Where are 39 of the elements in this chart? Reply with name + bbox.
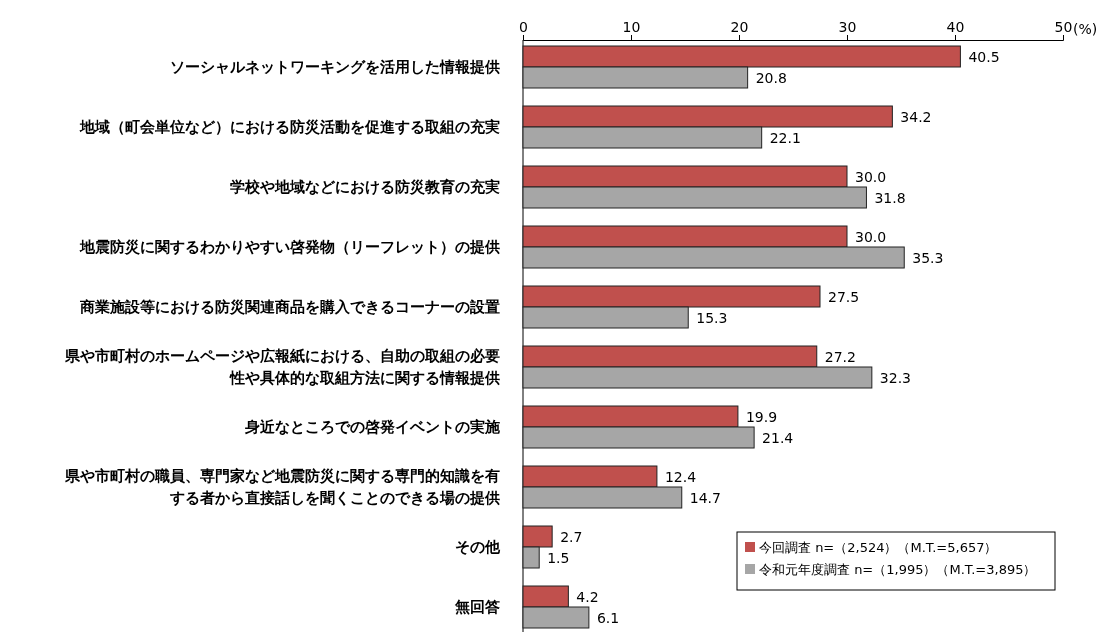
x-axis-title: (%) xyxy=(1073,21,1098,37)
data-label: 30.0 xyxy=(855,168,887,185)
data-label: 19.9 xyxy=(745,408,778,425)
x-tick-label: 30 xyxy=(838,19,857,35)
y-tick-label: 身近なところでの啓発イベントの実施 xyxy=(244,418,501,436)
data-label: 40.5 xyxy=(968,48,1000,65)
data-label: 14.7 xyxy=(689,489,721,506)
x-tick-label: 50 xyxy=(1054,19,1073,35)
data-label: 34.2 xyxy=(900,108,932,125)
data-label: 2.7 xyxy=(560,528,583,545)
data-label: 12.4 xyxy=(664,468,697,485)
data-label: 27.2 xyxy=(824,348,856,365)
x-tick-label: 10 xyxy=(622,19,641,35)
y-tick-label: 地震防災に関するわかりやすい啓発物（リーフレット）の提供 xyxy=(79,238,500,256)
legend-label: 今回調査 n=（2,524）（M.T.=5,657） xyxy=(759,540,998,555)
data-label: 31.8 xyxy=(874,189,906,206)
y-tick-label: 無回答 xyxy=(454,598,500,616)
data-label: 22.1 xyxy=(769,129,801,146)
data-label: 20.8 xyxy=(755,69,787,86)
y-tick-label: ソーシャルネットワーキングを活用した情報提供 xyxy=(170,58,500,76)
data-label: 32.3 xyxy=(879,369,912,386)
data-label: 1.5 xyxy=(547,549,570,566)
data-label: 21.4 xyxy=(762,429,794,446)
data-label: 6.1 xyxy=(596,609,620,626)
x-tick-label: 0 xyxy=(519,19,528,35)
y-tick-label: 地域（町会単位など）における防災活動を促進する取組の充実 xyxy=(79,118,500,136)
y-tick-label: 県や市町村の職員、専門家など地震防災に関する専門的知識を有する者から直接話しを聞くことのできる場の提供 xyxy=(64,467,500,507)
y-tick-label: 商業施設等における防災関連商品を購入できるコーナーの設置 xyxy=(79,298,500,316)
data-label: 30.0 xyxy=(855,228,887,245)
data-label: 15.3 xyxy=(696,309,728,326)
x-tick-label: 40 xyxy=(946,19,965,35)
y-tick-label: その他 xyxy=(455,538,501,556)
data-label: 35.3 xyxy=(912,249,944,266)
data-label: 4.2 xyxy=(576,588,599,605)
y-tick-label: 県や市町村のホームページや広報紙における、自助の取組の必要性や具体的な取組方法に関する情報提供 xyxy=(64,347,500,387)
x-tick-label: 20 xyxy=(730,19,749,35)
data-label: 27.5 xyxy=(828,288,860,305)
y-tick-label: 学校や地域などにおける防災教育の充実 xyxy=(230,178,500,196)
legend-label: 令和元年度調査 n=（1,995）（M.T.=3,895） xyxy=(759,562,1037,577)
